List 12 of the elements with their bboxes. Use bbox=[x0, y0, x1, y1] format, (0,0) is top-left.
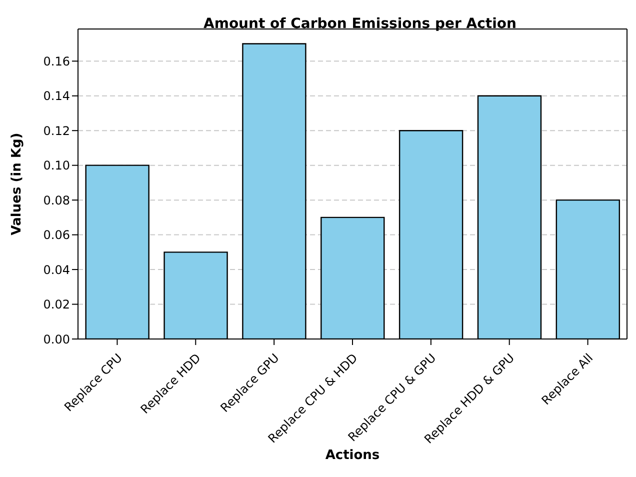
y-tick-label: 0.06 bbox=[43, 228, 70, 242]
y-tick-label: 0.10 bbox=[43, 158, 70, 173]
y-tick-label: 0.14 bbox=[43, 89, 70, 104]
y-axis-title: Values (in Kg) bbox=[10, 132, 25, 236]
y-tick-label: 0.16 bbox=[43, 54, 70, 68]
chart-title: Amount of Carbon Emissions per Action bbox=[204, 16, 516, 32]
y-tick-label: 0.12 bbox=[43, 124, 70, 138]
y-tick-label: 0.08 bbox=[43, 193, 70, 208]
y-tick-label: 0.02 bbox=[43, 298, 70, 312]
y-tick-label: 0.04 bbox=[43, 262, 70, 277]
x-axis-title: Actions bbox=[325, 448, 380, 463]
y-tick-label: 0.00 bbox=[43, 332, 70, 346]
